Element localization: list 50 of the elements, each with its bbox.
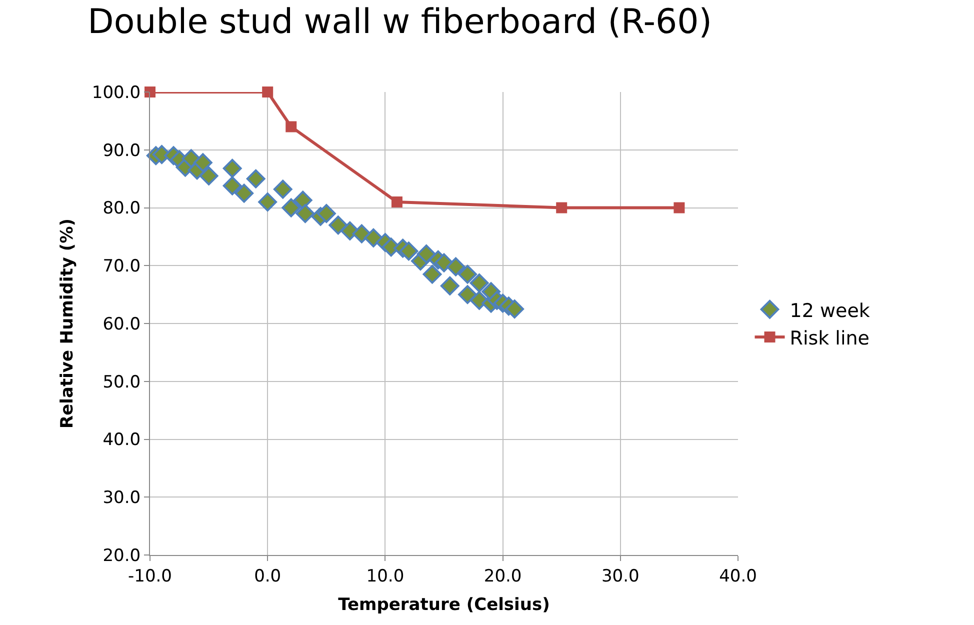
point	[296, 204, 315, 223]
point	[328, 216, 348, 235]
point	[556, 202, 568, 214]
point	[458, 264, 477, 284]
point	[440, 276, 460, 296]
chart-title: Double stud wall w fiberboard (R-60)	[88, 2, 712, 42]
y-tick-label: 20.0	[102, 546, 141, 566]
point	[505, 300, 524, 318]
point	[193, 153, 212, 172]
y-axis-title: Relative Humidity (%)	[57, 218, 78, 428]
point	[434, 253, 454, 272]
point	[399, 242, 418, 261]
point	[222, 176, 242, 196]
point	[674, 202, 685, 214]
point	[470, 274, 489, 292]
point	[199, 166, 218, 186]
y-tick-label: 100.0	[92, 82, 141, 103]
legend-label: 12 week	[790, 300, 870, 322]
point	[282, 198, 301, 218]
legend-label: Risk line	[790, 327, 870, 350]
point	[258, 192, 278, 212]
point	[422, 264, 442, 284]
x-tick-label: -10.0	[128, 566, 172, 586]
y-tick-label: 70.0	[102, 256, 141, 277]
point	[262, 86, 274, 98]
y-tick-label: 60.0	[102, 314, 141, 334]
x-tick-label: 10.0	[366, 566, 404, 586]
point	[364, 228, 383, 248]
y-tick-label: 40.0	[102, 430, 141, 450]
y-tick-label: 80.0	[102, 198, 141, 219]
point	[316, 204, 336, 223]
point	[222, 158, 242, 178]
y-tick-label: 50.0	[102, 372, 141, 392]
x-tick-label: 30.0	[601, 566, 640, 586]
y-tick-label: 30.0	[102, 488, 141, 508]
x-axis-title: Temperature (Celsius)	[338, 594, 550, 615]
x-tick-label: 40.0	[719, 566, 757, 586]
x-tick-label: 0.0	[254, 566, 282, 586]
y-tick-label: 90.0	[102, 140, 141, 161]
point	[446, 257, 466, 276]
point	[273, 180, 292, 199]
point	[458, 285, 477, 304]
point	[246, 169, 266, 188]
x-tick-label: 20.0	[484, 566, 522, 586]
point	[286, 121, 297, 132]
point	[293, 190, 312, 210]
point	[416, 244, 436, 264]
point	[144, 86, 156, 98]
point	[391, 196, 402, 208]
point	[234, 184, 254, 203]
